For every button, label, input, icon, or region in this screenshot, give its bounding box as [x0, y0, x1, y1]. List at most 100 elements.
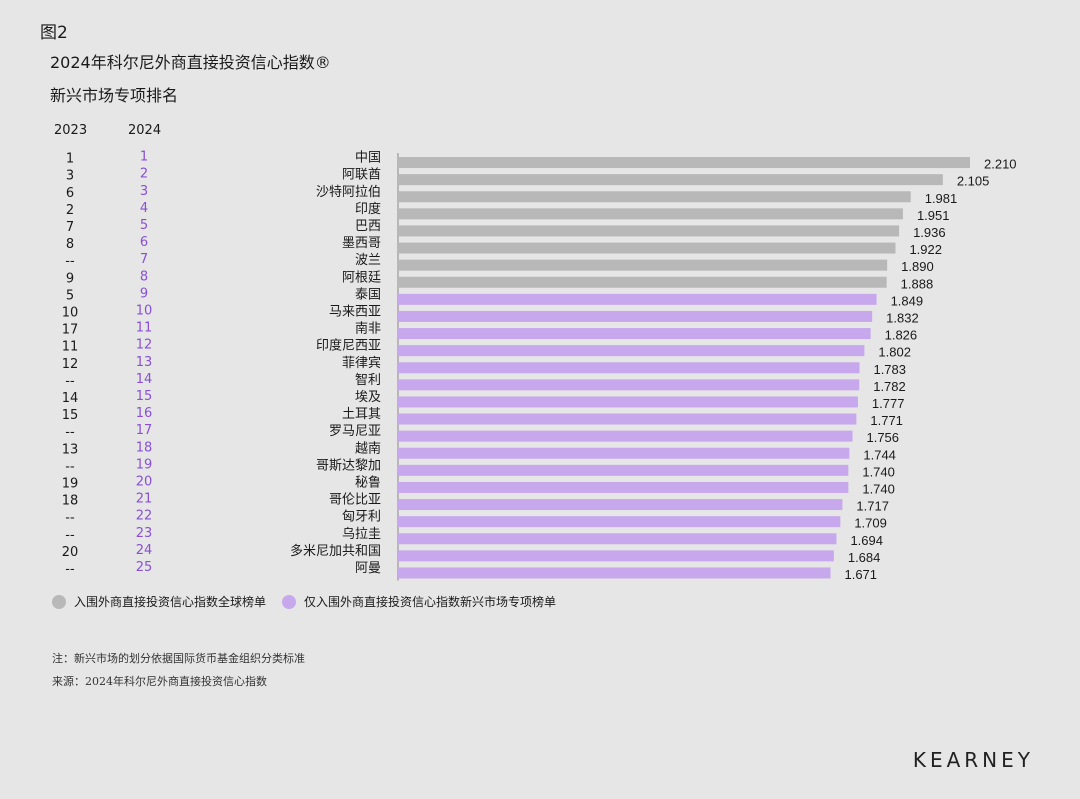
legend: 入围外商直接投资信心指数全球榜单 仅入围外商直接投资信心指数新兴市场专项榜单	[52, 593, 572, 610]
bar	[398, 447, 850, 459]
rank-2024: 22	[136, 509, 153, 524]
rank-2023: 2	[66, 203, 74, 218]
bar	[398, 208, 903, 220]
rank-2023: 15	[62, 408, 79, 423]
data-label: 1.832	[886, 310, 919, 325]
chart-subtitle: 新兴市场专项排名	[50, 86, 179, 105]
category-label: 智利	[355, 373, 381, 388]
rank-2023: 12	[62, 357, 79, 372]
rank-2024: 1	[140, 150, 148, 165]
data-label: 1.777	[872, 396, 905, 411]
data-label: 1.782	[873, 379, 906, 394]
data-label: 1.717	[856, 499, 889, 514]
data-label: 1.740	[862, 464, 895, 479]
rank-2023: 13	[62, 442, 79, 457]
rank-2023: --	[65, 254, 75, 269]
bar	[398, 191, 911, 203]
rank-2023: 3	[66, 169, 74, 184]
rank-2024: 25	[136, 560, 153, 575]
bar	[398, 328, 871, 340]
data-label: 1.756	[866, 430, 899, 445]
bar	[398, 499, 843, 511]
rank-2024: 20	[136, 474, 153, 489]
data-label: 1.802	[878, 345, 911, 360]
category-label: 马来西亚	[329, 304, 381, 319]
column-header-2024: 2024	[128, 123, 162, 138]
category-label: 巴西	[355, 219, 381, 234]
rank-2024: 7	[140, 252, 148, 267]
category-label: 哥伦比亚	[329, 493, 381, 508]
category-label: 泰国	[355, 287, 381, 302]
rank-2024: 24	[136, 543, 153, 558]
legend-dot-global	[52, 594, 66, 609]
bar	[398, 157, 970, 169]
bar	[398, 430, 853, 442]
data-label: 1.849	[891, 293, 924, 308]
category-label: 沙特阿拉伯	[316, 185, 381, 200]
rank-2023: 9	[66, 271, 74, 286]
category-label: 乌拉圭	[342, 526, 381, 542]
data-label: 1.783	[873, 362, 906, 377]
category-label: 印度尼西亚	[316, 338, 381, 354]
rank-2024: 9	[140, 286, 148, 301]
rank-2024: 13	[136, 355, 153, 370]
rank-2023: 19	[62, 476, 79, 491]
bar	[398, 174, 943, 186]
bar	[398, 379, 860, 391]
rank-2023: 11	[62, 340, 79, 355]
rank-2024: 16	[136, 406, 153, 421]
bar	[398, 396, 858, 408]
bar	[398, 310, 873, 322]
bar	[398, 533, 837, 545]
rank-2024: 8	[140, 269, 148, 284]
category-label: 罗马尼亚	[329, 424, 381, 439]
rank-2023: 8	[66, 237, 74, 252]
rank-2023: 1	[66, 152, 74, 167]
bar	[398, 481, 849, 493]
data-label: 2.105	[957, 174, 990, 189]
rank-2024: 6	[140, 235, 148, 250]
legend-item-global: 入围外商直接投资信心指数全球榜单	[52, 593, 266, 610]
category-label: 土耳其	[342, 407, 381, 422]
rank-2023: --	[65, 425, 75, 440]
data-label: 1.951	[917, 208, 950, 223]
category-label: 墨西哥	[342, 236, 381, 251]
rank-2023: --	[65, 562, 75, 577]
rank-2023: --	[65, 528, 75, 543]
bar	[398, 345, 865, 357]
rank-2024: 21	[136, 492, 153, 507]
source-note: 来源：2024年科尔尼外商直接投资信心指数	[52, 675, 267, 688]
data-label: 1.709	[854, 516, 887, 531]
rank-2024: 10	[136, 303, 153, 318]
bar	[398, 550, 834, 562]
rank-2023: --	[65, 459, 75, 474]
bar	[398, 464, 849, 476]
rank-2024: 4	[140, 201, 148, 216]
legend-dot-emerging	[282, 594, 297, 609]
rank-2024: 12	[136, 338, 153, 353]
rank-2023: 10	[62, 305, 79, 320]
bar	[398, 362, 860, 374]
category-label: 中国	[355, 151, 381, 166]
rank-2024: 15	[136, 389, 153, 404]
category-label: 多米尼加共和国	[290, 543, 381, 559]
bar	[398, 413, 857, 425]
bar	[398, 225, 900, 237]
data-label: 1.771	[870, 413, 903, 428]
rank-2024: 11	[136, 321, 153, 336]
data-label: 1.744	[863, 447, 896, 462]
bar	[398, 293, 877, 305]
rank-2024: 3	[140, 184, 148, 199]
bar	[398, 516, 841, 528]
data-label: 1.684	[848, 550, 881, 565]
rank-2024: 23	[136, 526, 153, 541]
category-label: 阿根廷	[342, 270, 381, 285]
rank-2024: 19	[136, 457, 153, 472]
legend-label-global: 入围外商直接投资信心指数全球榜单	[74, 595, 267, 609]
rank-2023: --	[65, 374, 75, 389]
rank-2024: 5	[140, 218, 148, 233]
category-label: 埃及	[355, 390, 381, 405]
brand-logo: KEARNEY	[912, 748, 1034, 772]
rank-2023: 20	[62, 545, 79, 560]
